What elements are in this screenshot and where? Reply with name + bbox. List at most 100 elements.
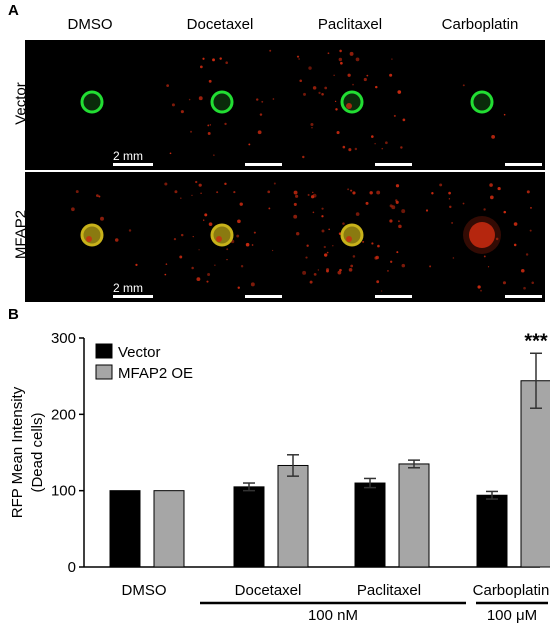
legend-label: Vector <box>118 344 161 361</box>
dead-cell-speckle <box>250 282 255 287</box>
dead-cell-speckle <box>302 155 305 159</box>
dead-cell-speckle <box>224 122 227 126</box>
dead-cell-speckle <box>431 192 434 195</box>
dead-cell-speckle <box>309 280 313 284</box>
dead-cell-speckle <box>321 92 324 96</box>
dead-cell-speckle <box>395 200 399 204</box>
dead-cell-speckle <box>347 188 350 191</box>
dead-cell-speckle <box>340 61 343 65</box>
dead-cell-speckle <box>306 244 309 247</box>
dead-cell-speckle <box>226 259 228 261</box>
micrograph-mfap2-paclitaxel <box>285 172 415 302</box>
dead-cell-speckle <box>389 73 393 77</box>
y-tick-label: 0 <box>68 559 76 576</box>
dead-cell-speckle <box>489 183 493 187</box>
dead-cell-speckle <box>272 249 274 252</box>
dead-cell-speckle <box>269 49 272 52</box>
scale-bar <box>375 163 412 166</box>
dead-cell-speckle <box>293 190 298 195</box>
dead-cell-speckle <box>503 113 506 116</box>
dead-cell-speckle <box>335 108 338 111</box>
dead-cell-speckle <box>225 61 228 64</box>
dead-cell-speckle <box>448 198 451 200</box>
dead-cell-speckle <box>366 74 369 77</box>
dead-cell-speckle <box>362 240 365 243</box>
micrograph-vector-docetaxel <box>155 40 285 170</box>
dead-cell-speckle <box>256 98 259 101</box>
dead-cell-speckle <box>529 229 532 232</box>
dead-cell-speckle <box>293 202 297 206</box>
group-label-um: 100 μM <box>487 607 537 624</box>
dead-cell-speckle <box>212 58 215 62</box>
spheroid-ring <box>210 223 234 247</box>
dead-cell-speckle <box>389 204 393 208</box>
dead-cell-speckle <box>495 237 499 241</box>
dead-cell-speckle <box>203 219 205 221</box>
dead-cell-speckle <box>385 141 388 145</box>
dead-cell-speckle <box>401 263 406 268</box>
dead-cell-speckle <box>224 182 227 186</box>
dead-cell-speckle <box>188 98 191 101</box>
dead-cell-speckle <box>303 92 306 96</box>
scale-bar <box>505 163 542 166</box>
dead-cell-speckle <box>308 66 312 70</box>
bar-vector-docetaxel <box>233 486 265 568</box>
dead-cell-speckle <box>371 135 374 138</box>
dead-cell-speckle <box>321 229 325 233</box>
dead-cell-speckle <box>312 191 314 194</box>
dead-cell-speckle <box>317 269 320 271</box>
dead-cell-speckle <box>326 251 329 254</box>
dead-cell-speckle <box>334 100 337 103</box>
dead-cell-speckle <box>296 55 300 58</box>
x-tick-label: Docetaxel <box>235 582 302 599</box>
dead-cell-speckle <box>214 264 216 267</box>
dead-cell-speckle <box>313 272 317 276</box>
dead-cell-speckle <box>236 234 240 238</box>
dead-cell-speckle <box>395 184 400 188</box>
dead-cell-speckle <box>462 202 465 205</box>
dead-cell-speckle <box>390 260 393 263</box>
dead-cell-speckle <box>318 91 321 95</box>
dead-cell-speckle <box>352 83 354 86</box>
scale-bar <box>113 295 153 298</box>
y-tick-label: 200 <box>51 406 76 423</box>
dead-cell-speckle <box>295 232 300 236</box>
panel-b-letter: B <box>8 306 19 323</box>
dead-cell-speckle <box>180 110 184 114</box>
dead-cell-speckle <box>487 266 490 268</box>
dead-cell-speckle <box>525 253 529 256</box>
micrograph-mfap2-docetaxel <box>155 172 285 302</box>
dead-cell-speckle <box>237 219 241 224</box>
dead-cell-speckle <box>207 132 211 135</box>
dead-cell-speckle <box>166 84 170 87</box>
dead-cell-speckle <box>480 289 482 292</box>
dead-cell-speckle <box>259 113 263 116</box>
dead-cell-speckle <box>342 222 345 225</box>
dead-cell-speckle <box>233 190 236 194</box>
scale-bar <box>245 295 282 298</box>
bar-mfap2-oe-dmso <box>153 490 185 568</box>
dead-cell-speckle <box>402 118 406 122</box>
spheroid-halo <box>463 216 501 254</box>
dead-cell-speckle <box>355 212 360 216</box>
spheroid-ring <box>340 223 364 247</box>
dead-cell-speckle <box>307 193 310 196</box>
dead-cell-speckle <box>354 147 358 151</box>
legend-label: MFAP2 OE <box>118 365 193 382</box>
dead-cell-speckle <box>191 266 194 270</box>
dead-cell-speckle <box>268 207 271 210</box>
dead-cell-speckle <box>164 182 168 186</box>
dead-cell-speckle <box>339 49 342 53</box>
dead-cell-speckle <box>199 65 203 69</box>
dead-cell-speckle <box>332 245 334 247</box>
dead-cell-speckle <box>299 79 303 83</box>
dead-cell-speckle <box>391 58 393 60</box>
group-label-nm: 100 nM <box>308 607 358 624</box>
dead-cell-speckle <box>208 79 212 83</box>
micrograph-mfap2-carboplatin <box>415 172 545 302</box>
dead-cell-speckle <box>302 270 307 275</box>
dead-cell-speckle <box>206 280 209 283</box>
micrograph-vector-carboplatin <box>415 40 545 170</box>
spheroid-core <box>212 92 232 112</box>
dead-cell-speckle <box>497 186 501 191</box>
